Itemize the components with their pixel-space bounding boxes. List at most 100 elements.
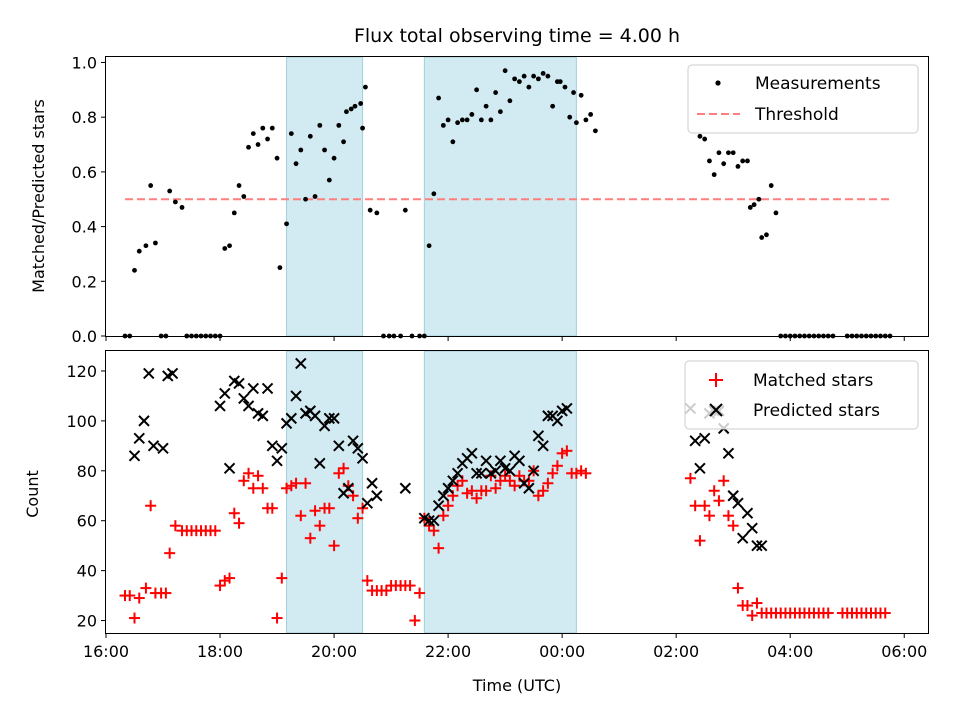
measurement-point [526, 84, 532, 90]
predicted-star-stroke [504, 465, 516, 477]
predicted-star-stroke [418, 512, 431, 524]
bottom-legend-box [684, 360, 919, 430]
predicted-star-stroke [133, 432, 145, 445]
predicted-star-stroke [689, 435, 701, 447]
predicted-star-point [428, 514, 440, 527]
predicted-star-point [366, 477, 378, 489]
predicted-star-stroke [741, 507, 754, 519]
bottom-grid-ticks: 16:00 18:00 20:00 22:00 00:00 02:00 04:00 06:00… [66, 362, 927, 661]
predicted-star-stroke [285, 412, 298, 425]
matched-star-point [542, 477, 554, 489]
measurement-point [436, 95, 442, 101]
predicted-star-stroke [698, 432, 711, 445]
predicted-star-point [233, 377, 245, 390]
matched-star-point [160, 587, 172, 599]
matched-star-point [580, 467, 592, 479]
predicted-star-stroke [523, 482, 535, 494]
matched-star-point [214, 580, 226, 592]
predicted-star-stroke [480, 455, 492, 467]
y-tick-label: 20 [77, 612, 97, 631]
predicted-star-stroke [214, 400, 226, 412]
matched-star-point [570, 467, 582, 479]
measurement-point [274, 155, 280, 161]
matched-star-point [466, 485, 478, 497]
measurement-point [592, 128, 598, 134]
matched-star-point [504, 475, 516, 487]
y-tick-label: 100 [66, 412, 97, 431]
measurement-point [352, 103, 358, 109]
matched-star-point [352, 512, 364, 524]
legend-predicted-label: Predicted stars [753, 401, 880, 421]
matched-star-point [428, 525, 440, 537]
predicted-star-stroke [356, 452, 369, 465]
measurement-point [557, 79, 563, 85]
predicted-star-stroke [437, 490, 450, 502]
predicted-star-stroke [295, 357, 307, 370]
measurement-point [341, 139, 346, 145]
matched-star-point [746, 610, 758, 622]
predicted-star-point [247, 382, 260, 395]
predicted-star-stroke [751, 539, 763, 552]
matched-star-point [433, 542, 445, 554]
matched-star-point [328, 540, 340, 552]
measurement-point [344, 109, 349, 115]
predicted-star-point [371, 490, 383, 502]
panel-bottom: 16:00 18:00 20:00 22:00 00:00 02:00 04:00 06:00… [23, 350, 929, 695]
top-legend: Measurements Threshold [687, 64, 919, 134]
predicted-star-stroke [361, 497, 374, 509]
predicted-star-point [437, 490, 450, 502]
predicted-star-point [276, 442, 288, 455]
measurement-point [153, 240, 158, 246]
matched-star-point [164, 547, 176, 559]
measurement-point [431, 191, 437, 197]
predicted-star-stroke [138, 415, 150, 427]
predicted-star-stroke [157, 442, 169, 455]
measurement-point [478, 117, 484, 123]
x-tick-label: 00:00 [539, 642, 585, 661]
matched-star-point [133, 592, 145, 604]
predicted-star-point [128, 450, 141, 462]
predicted-star-point [352, 442, 364, 455]
predicted-star-stroke [746, 522, 758, 534]
predicted-star-stroke [432, 500, 445, 512]
measurement-point [317, 122, 323, 128]
predicted-star-stroke [223, 462, 236, 474]
measurement-point [269, 125, 275, 131]
y-tick-label: 40 [77, 562, 97, 581]
predicted-star-stroke [333, 440, 345, 452]
measurement-point [550, 103, 556, 109]
matched-star-point [490, 482, 502, 494]
predicted-star-point [727, 490, 739, 502]
predicted-star-point [342, 482, 355, 494]
matched-star-point [414, 587, 426, 599]
predicted-star-stroke [238, 392, 250, 405]
predicted-star-stroke [428, 514, 440, 527]
matched-star-point [509, 480, 521, 492]
predicted-star-point [537, 440, 549, 452]
measurement-point [521, 73, 527, 79]
legend-measurements-label: Measurements [755, 74, 881, 94]
measurement-point [374, 210, 380, 216]
matched-star-point [551, 460, 563, 472]
predicted-star-point [143, 367, 155, 380]
predicted-star-point [722, 447, 735, 460]
measurement-point [367, 207, 373, 213]
bottom-axes-frame [105, 350, 929, 634]
measurement-point [483, 103, 489, 109]
measurement-point [402, 207, 408, 213]
measurement-point [497, 109, 503, 115]
predicted-star-stroke [447, 475, 459, 487]
predicted-star-stroke [261, 382, 274, 395]
matched-star-point [281, 482, 293, 494]
top-ylabel: Matched/Predicted stars [29, 99, 48, 293]
measurement-point [707, 158, 712, 164]
predicted-star-stroke [551, 415, 564, 427]
predicted-star-point [561, 402, 573, 415]
predicted-star-point [442, 482, 454, 494]
matched-star-point [169, 520, 181, 532]
predicted-star-point [423, 514, 435, 527]
x-tick-label: 16:00 [83, 642, 129, 661]
measurement-point [540, 71, 546, 76]
matched-star-point [442, 500, 454, 512]
predicted-star-stroke [399, 482, 412, 494]
